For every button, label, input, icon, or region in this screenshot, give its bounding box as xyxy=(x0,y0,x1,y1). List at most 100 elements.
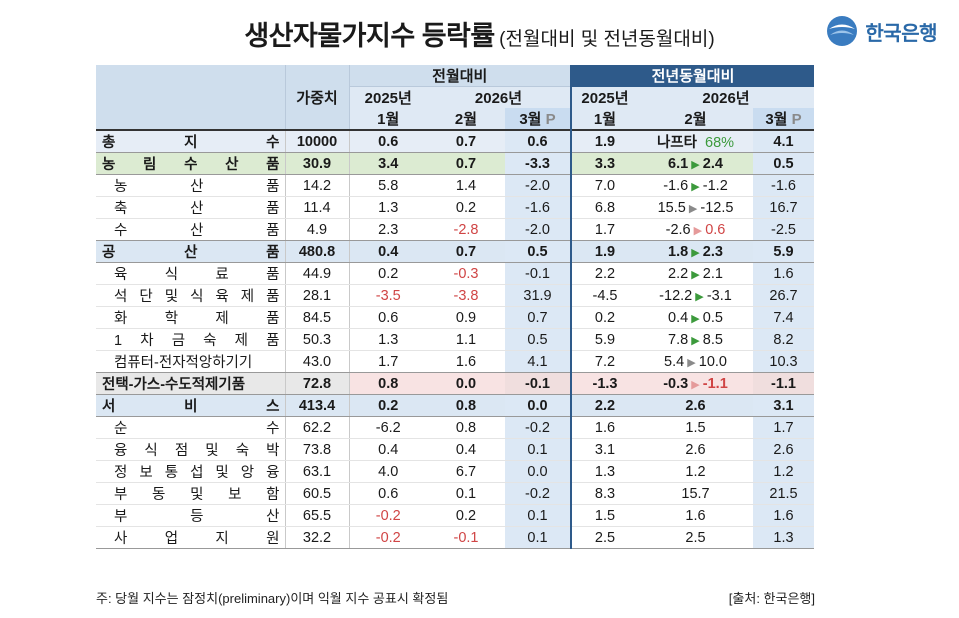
row-label-text: 육 식 료 품 xyxy=(114,267,280,284)
mom-cell: 0.9 xyxy=(427,306,505,330)
table-row: 축 산 품 11.4 1.3 0.2 -1.6 6.8 15.5 ▶ -12.5 16.7 xyxy=(96,196,815,220)
yoy-mar-cell: 1.2 xyxy=(753,460,815,484)
yoy-feb-value: 1.6 xyxy=(685,507,706,524)
mom-cell: -0.2 xyxy=(505,482,571,506)
mom-cell: -1.6 xyxy=(505,196,571,220)
mom-cell: 0.2 xyxy=(427,504,505,528)
yoy-jan-cell: 1.9 xyxy=(570,240,638,264)
row-label-text: 농 림 수 산 품 xyxy=(102,157,280,174)
table-row: 1 차 금 숙 제 품 50.3 1.3 1.1 0.5 5.9 7.8 ▶ 8.5 8.2 xyxy=(96,328,815,352)
yoy-jan-cell: 2.2 xyxy=(570,394,638,418)
table-row: 전택-가스-수도적제기품 72.8 0.8 0.0 -0.1 -1.3 -0.3 ▶ -1.… xyxy=(96,372,815,396)
table-row: 사 업 지 원 32.2 -0.2 -0.1 0.1 2.5 2.5 1.3 xyxy=(96,526,815,550)
yoy-feb-cell: 15.5 ▶ -12.5 xyxy=(638,196,753,220)
table-row: 육 식 료 품 44.9 0.2 -0.3 -0.1 2.2 2.2 ▶ 2.1 1.6 xyxy=(96,262,815,286)
mom-cell: -0.1 xyxy=(505,372,571,396)
mom-cell: 0.8 xyxy=(348,372,427,396)
row-label-text: 사 업 지 원 xyxy=(114,531,280,548)
footnote: 주: 당월 지수는 잠정치(preliminary)이며 익월 지수 공표시 확… xyxy=(96,591,449,606)
arrow-right-icon: ▶ xyxy=(685,202,701,215)
row-label-text: 융 식 점 및 숙 박 xyxy=(114,443,280,460)
weight-cell: 63.1 xyxy=(284,460,349,484)
yoy-mar-cell: 1.6 xyxy=(753,262,815,286)
mom-cell: -3.3 xyxy=(505,152,571,176)
yoy-feb-cell: -12.2 ▶ -3.1 xyxy=(638,284,753,308)
title-sub: (전월대비 및 전년동월대비) xyxy=(499,29,715,50)
weight-cell: 44.9 xyxy=(284,262,349,286)
yoy-feb-value: 2.2 xyxy=(668,265,689,282)
weight-cell: 32.2 xyxy=(284,526,349,550)
yoy-feb-value-to: -3.1 xyxy=(706,287,732,304)
row-label: 농 산 품 xyxy=(96,174,285,198)
yoy-feb-value: 1.8 xyxy=(668,243,689,260)
yoy-feb-value-to: -1.1 xyxy=(702,375,728,392)
yoy-jan-cell: 2.5 xyxy=(570,526,638,550)
header-mom-m3: 3월 P xyxy=(505,108,571,131)
mom-cell: 0.2 xyxy=(427,196,505,220)
table-row: 서 비 스 413.4 0.2 0.8 0.0 2.2 2.6 3.1 xyxy=(96,394,815,418)
table-row: 공 산 품 480.8 0.4 0.7 0.5 1.9 1.8 ▶ 2.3 5.9 xyxy=(96,240,815,264)
header-mom-m1: 1월 xyxy=(348,108,427,131)
yoy-jan-cell: 7.0 xyxy=(570,174,638,198)
mom-cell: 0.1 xyxy=(427,482,505,506)
yoy-mar-cell: 26.7 xyxy=(753,284,815,308)
weight-cell: 14.2 xyxy=(284,174,349,198)
row-label: 육 식 료 품 xyxy=(96,262,285,286)
arrow-right-icon: ▶ xyxy=(688,158,703,171)
row-label-text: 수 산 품 xyxy=(114,223,280,240)
arrow-right-icon: ▶ xyxy=(688,180,703,193)
yoy-mar-cell: 8.2 xyxy=(753,328,815,352)
yoy-jan-cell: 2.2 xyxy=(570,262,638,286)
yoy-feb-value: 0.4 xyxy=(668,309,689,326)
yoy-feb-value: 7.8 xyxy=(668,331,689,348)
yoy-feb-value: 15.7 xyxy=(681,485,710,502)
yoy-mar-cell: 2.6 xyxy=(753,438,815,462)
weight-cell: 413.4 xyxy=(284,394,349,418)
mom-cell: 0.2 xyxy=(348,394,427,418)
yoy-mar-cell: -1.1 xyxy=(753,372,815,396)
mom-cell: 0.6 xyxy=(348,129,427,154)
row-label: 화 학 제 품 xyxy=(96,306,285,330)
mom-cell: 0.4 xyxy=(348,438,427,462)
mom-cell: 1.7 xyxy=(348,350,427,374)
yoy-feb-value: 15.5 xyxy=(657,199,686,216)
mom-cell: 0.4 xyxy=(427,438,505,462)
yoy-mar-cell: -1.6 xyxy=(753,174,815,198)
yoy-jan-cell: 5.9 xyxy=(570,328,638,352)
yoy-feb-value-to: 2.3 xyxy=(702,243,723,260)
mom-cell: 0.0 xyxy=(427,372,505,396)
row-label-text: 축 산 품 xyxy=(114,201,280,218)
mom-cell: 4.0 xyxy=(348,460,427,484)
mom-cell: 0.0 xyxy=(505,394,571,418)
mom-cell: 0.6 xyxy=(505,129,571,154)
row-label: 정 보 통 섭 및 앙 융 xyxy=(96,460,285,484)
yoy-jan-cell: 6.8 xyxy=(570,196,638,220)
mom-cell: -6.2 xyxy=(348,416,427,440)
mom-cell: 0.7 xyxy=(505,306,571,330)
yoy-jan-cell: 8.3 xyxy=(570,482,638,506)
header-mom-m3-label: 3월 xyxy=(519,111,542,129)
mom-cell: -2.0 xyxy=(505,218,571,242)
mom-cell: 1.3 xyxy=(348,328,427,352)
weight-cell: 10000 xyxy=(284,129,349,154)
yoy-jan-cell: 0.2 xyxy=(570,306,638,330)
mom-cell: -0.1 xyxy=(505,262,571,286)
mom-cell: 0.4 xyxy=(348,240,427,264)
table-row: 농 림 수 산 품 30.9 3.4 0.7 -3.3 3.3 6.1 ▶ 2.4 0.5 xyxy=(96,152,815,176)
row-label: 수 산 품 xyxy=(96,218,285,242)
mom-cell: -0.2 xyxy=(505,416,571,440)
yoy-feb-value: 2.5 xyxy=(685,529,706,546)
yoy-mar-cell: 1.3 xyxy=(753,526,815,550)
mom-cell: 0.1 xyxy=(505,526,571,550)
yoy-jan-cell: 1.3 xyxy=(570,460,638,484)
weight-cell: 4.9 xyxy=(284,218,349,242)
mom-cell: 2.3 xyxy=(348,218,427,242)
yoy-mar-cell: -2.5 xyxy=(753,218,815,242)
row-label: 농 림 수 산 품 xyxy=(96,152,285,176)
yoy-feb-value-to: 2.4 xyxy=(702,155,723,172)
header-mom-m2: 2월 xyxy=(427,108,505,131)
mom-cell: 1.6 xyxy=(427,350,505,374)
row-label-text: 공 산 품 xyxy=(102,245,280,262)
table-row: 융 식 점 및 숙 박 73.8 0.4 0.4 0.1 3.1 2.6 2.6 xyxy=(96,438,815,462)
weight-cell: 43.0 xyxy=(284,350,349,374)
